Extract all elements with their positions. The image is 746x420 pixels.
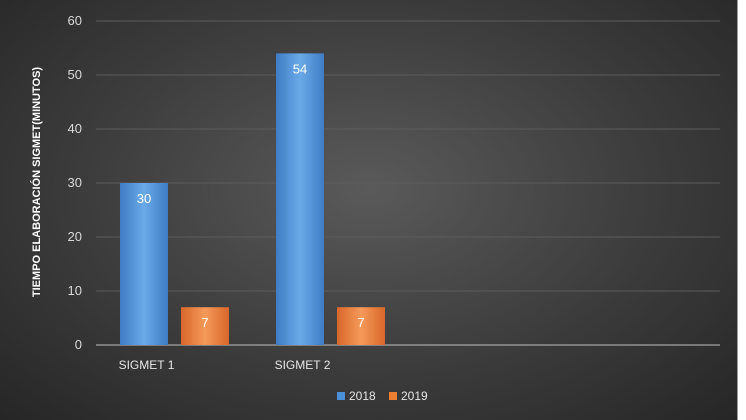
data-label: 7 <box>201 315 208 330</box>
data-label: 54 <box>293 61 307 76</box>
y-axis-label: TIEMPO ELABORACIÓN SIGMET(MINUTOS) <box>30 67 43 298</box>
legend-swatch <box>389 392 397 400</box>
x-tick-labels: SIGMET 1 SIGMET 2 <box>119 358 331 372</box>
y-tick-label: 0 <box>75 337 82 352</box>
y-tick-label: 40 <box>68 121 82 136</box>
bars <box>120 53 385 346</box>
y-tick-label: 30 <box>68 175 82 190</box>
legend-label: 2018 <box>349 389 376 403</box>
y-tick-label: 60 <box>68 13 82 28</box>
data-label: 7 <box>357 315 364 330</box>
y-tick-label: 50 <box>68 67 82 82</box>
data-label: 30 <box>137 191 151 206</box>
bar-2019-sigmet-1 <box>181 307 229 345</box>
bar-2019-sigmet-2 <box>337 307 385 345</box>
data-labels: 30 7 54 7 <box>137 61 365 330</box>
x-tick-label: SIGMET 1 <box>119 358 175 372</box>
legend: 2018 2019 <box>337 389 428 403</box>
y-tick-label: 10 <box>68 283 82 298</box>
x-tick-label: SIGMET 2 <box>275 358 331 372</box>
legend-label: 2019 <box>401 389 428 403</box>
y-tick-labels: 0 10 20 30 40 50 60 <box>68 13 82 352</box>
bar-2018-sigmet-1 <box>120 183 168 345</box>
legend-swatch <box>337 392 345 400</box>
gridlines <box>96 20 720 346</box>
bar-2018-sigmet-2 <box>276 53 324 346</box>
y-tick-label: 20 <box>68 229 82 244</box>
